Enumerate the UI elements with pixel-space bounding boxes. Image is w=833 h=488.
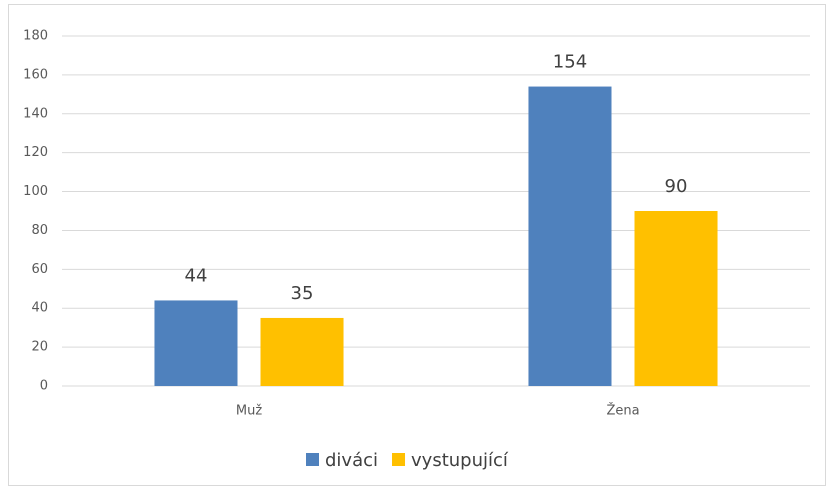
y-tick-label: 140 — [23, 106, 48, 121]
legend-swatch — [306, 453, 319, 466]
legend-label: vystupující — [411, 450, 509, 471]
y-tick-label: 160 — [23, 67, 48, 82]
x-tick-label: Muž — [236, 404, 262, 419]
data-label: 44 — [185, 265, 208, 286]
bar — [528, 86, 612, 387]
y-tick-label: 120 — [23, 145, 48, 160]
data-label: 35 — [291, 283, 314, 304]
data-label: 154 — [553, 52, 587, 73]
y-tick-label: 60 — [31, 262, 48, 277]
y-tick-label: 20 — [31, 340, 48, 355]
bar — [634, 211, 718, 386]
bar — [260, 317, 344, 386]
data-label: 90 — [665, 176, 688, 197]
y-tick-label: 180 — [23, 29, 48, 44]
x-tick-label: Žena — [606, 403, 639, 419]
y-tick-label: 100 — [23, 184, 48, 199]
bar — [154, 300, 238, 386]
legend-label: diváci — [325, 450, 378, 471]
legend-swatch — [392, 453, 406, 466]
y-tick-label: 40 — [31, 301, 48, 316]
y-tick-label: 0 — [40, 379, 48, 394]
y-tick-label: 80 — [31, 223, 48, 238]
